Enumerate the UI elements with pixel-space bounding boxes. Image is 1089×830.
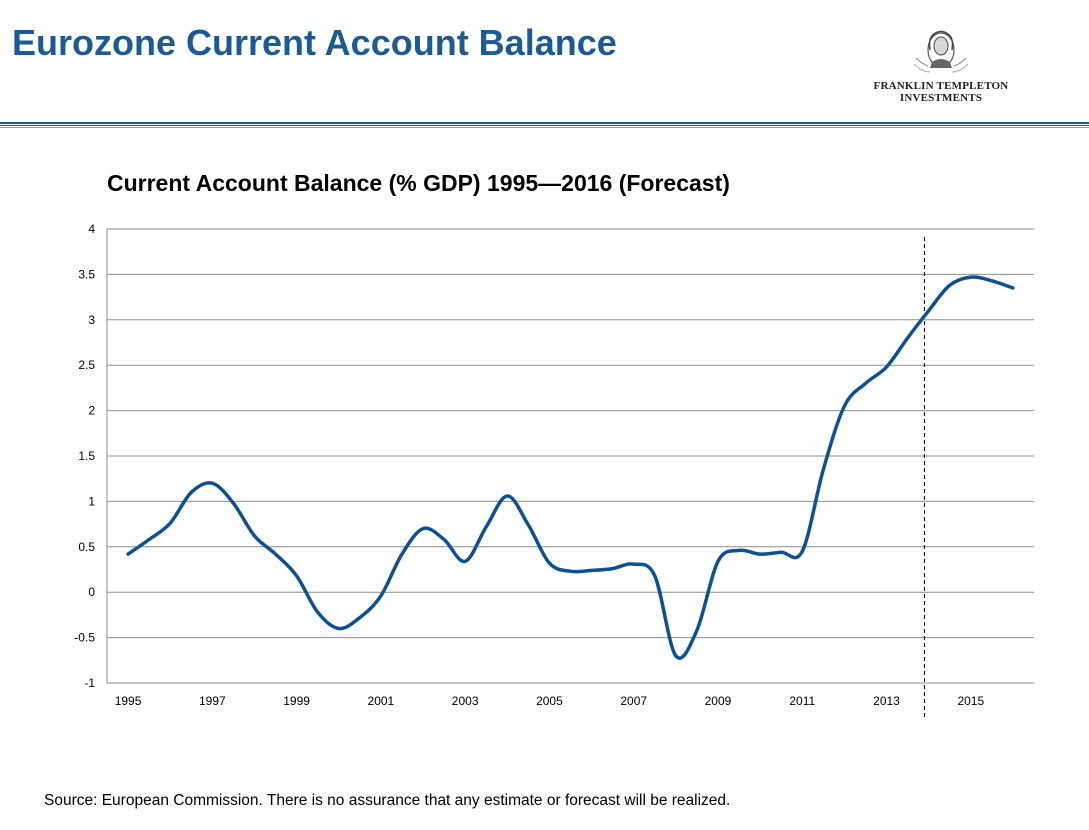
x-tick-label: 2005 — [536, 694, 563, 708]
series-line — [126, 275, 1015, 660]
company-logo: FRANKLIN TEMPLETON INVESTMENTS — [862, 28, 1020, 108]
x-tick-label: 1995 — [115, 694, 142, 708]
y-tick-label: 2 — [88, 404, 95, 418]
x-tick-label: 2007 — [620, 694, 647, 708]
y-tick-label: 0.5 — [78, 540, 95, 554]
x-tick-label: 2015 — [957, 694, 984, 708]
y-tick-label: 1.5 — [78, 449, 95, 463]
y-tick-label: -0.5 — [74, 631, 95, 645]
chart-title: Current Account Balance (% GDP) 1995—201… — [107, 170, 730, 196]
source-note: Source: European Commission. There is no… — [44, 792, 731, 809]
logo-brand-subtitle: INVESTMENTS — [899, 92, 983, 104]
x-tick-label: 1999 — [283, 694, 310, 708]
x-tick-label: 2011 — [789, 694, 815, 708]
page-title: Eurozone Current Account Balance — [12, 22, 617, 63]
header-divider-light — [0, 127, 1089, 128]
y-tick-label: -1 — [84, 676, 95, 690]
y-tick-label: 0 — [88, 585, 95, 599]
y-tick-label: 4 — [88, 222, 95, 236]
y-tick-label: 3.5 — [78, 267, 95, 281]
x-tick-label: 2003 — [452, 694, 479, 708]
x-tick-label: 2013 — [873, 694, 900, 708]
header-divider-thin — [0, 125, 1089, 126]
header-divider — [0, 122, 1089, 124]
x-tick-label: 1997 — [199, 694, 226, 708]
logo-brand-name: FRANKLIN TEMPLETON — [873, 80, 1009, 92]
x-tick-label: 2001 — [368, 694, 395, 708]
benjamin-franklin-portrait-icon — [913, 30, 969, 73]
y-tick-label: 2.5 — [78, 358, 95, 372]
x-tick-label: 2009 — [705, 694, 732, 708]
y-tick-label: 3 — [88, 313, 95, 327]
y-tick-label: 1 — [88, 494, 95, 508]
